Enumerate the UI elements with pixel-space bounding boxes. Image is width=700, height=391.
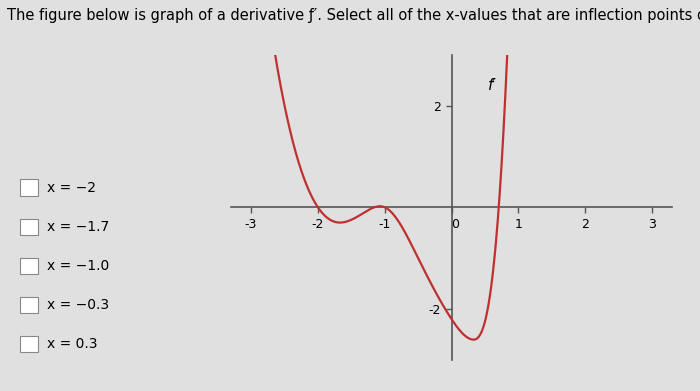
Text: x = −2: x = −2	[47, 181, 96, 195]
Text: f′: f′	[489, 78, 497, 93]
Text: x = −1.0: x = −1.0	[47, 259, 109, 273]
Text: x = −0.3: x = −0.3	[47, 298, 109, 312]
Text: x = −1.7: x = −1.7	[47, 220, 109, 234]
Text: The figure below is graph of a derivative ƒ′. Select all of the x-values that ar: The figure below is graph of a derivativ…	[7, 8, 700, 23]
Text: x = 0.3: x = 0.3	[47, 337, 97, 351]
